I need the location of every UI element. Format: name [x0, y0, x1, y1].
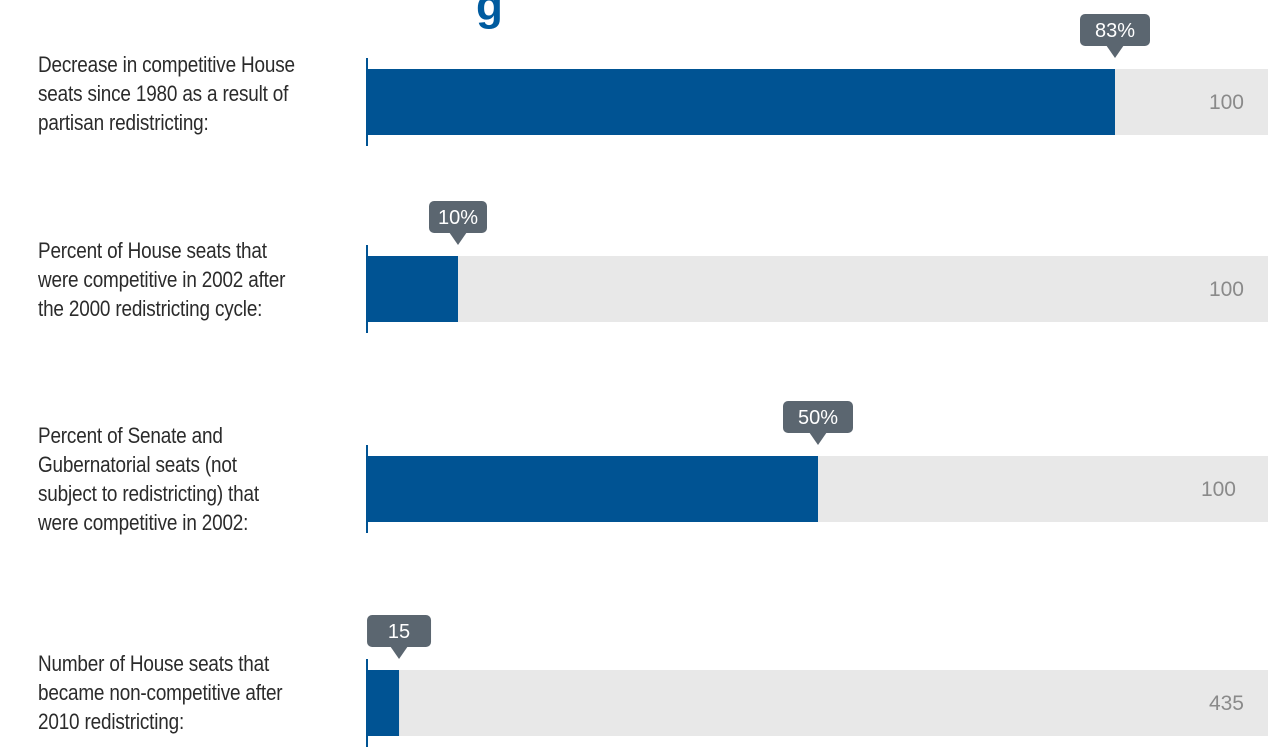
bar-value-1	[368, 69, 1115, 135]
max-label-1: 100	[1209, 91, 1244, 114]
callout-box-2	[429, 201, 487, 233]
row-label-4: Number of House seats that became non-co…	[38, 651, 283, 734]
max-label-2: 100	[1209, 278, 1244, 301]
bar-value-3	[368, 456, 818, 522]
callout-pointer-3	[809, 432, 827, 445]
axis-line-2	[366, 245, 368, 333]
callout-pointer-2	[449, 232, 467, 245]
bar-value-2	[368, 256, 458, 322]
callout-pointer-4	[390, 646, 409, 659]
row-label-1: Decrease in competitive House seats sinc…	[38, 52, 295, 135]
row-label-3: Percent of Senate and Gubernatorial seat…	[38, 423, 259, 535]
value-label-3: 50%	[798, 407, 838, 429]
callout-box-4	[367, 615, 432, 647]
max-label-3: 100	[1201, 478, 1236, 501]
bar-track-4	[368, 670, 1268, 736]
axis-line-4	[366, 659, 368, 747]
callout-box-1	[1080, 14, 1150, 46]
bar-track-2	[368, 256, 1268, 322]
callout-box-3	[783, 401, 853, 433]
callout-pointer-1	[1106, 45, 1124, 58]
axis-line-1	[366, 58, 368, 146]
bar-value-4	[368, 670, 400, 736]
max-label-4: 435	[1209, 692, 1244, 715]
value-label-2: 10%	[438, 207, 478, 229]
value-label-1: 83%	[1095, 20, 1135, 42]
row-label-2: Percent of House seats that were competi…	[38, 238, 286, 321]
value-label-4: 15	[388, 621, 410, 643]
title-fragment: g	[476, 0, 503, 30]
axis-line-3	[366, 445, 368, 533]
